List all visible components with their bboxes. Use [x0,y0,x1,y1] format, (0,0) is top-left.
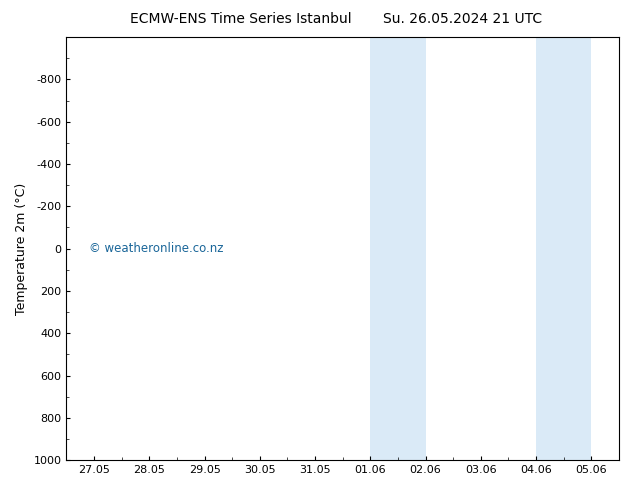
Bar [536,37,592,460]
Y-axis label: Temperature 2m (°C): Temperature 2m (°C) [15,182,28,315]
Text: Su. 26.05.2024 21 UTC: Su. 26.05.2024 21 UTC [384,12,542,26]
Text: ECMW-ENS Time Series Istanbul: ECMW-ENS Time Series Istanbul [130,12,352,26]
Text: © weatheronline.co.nz: © weatheronline.co.nz [89,242,223,255]
Bar [370,37,425,460]
